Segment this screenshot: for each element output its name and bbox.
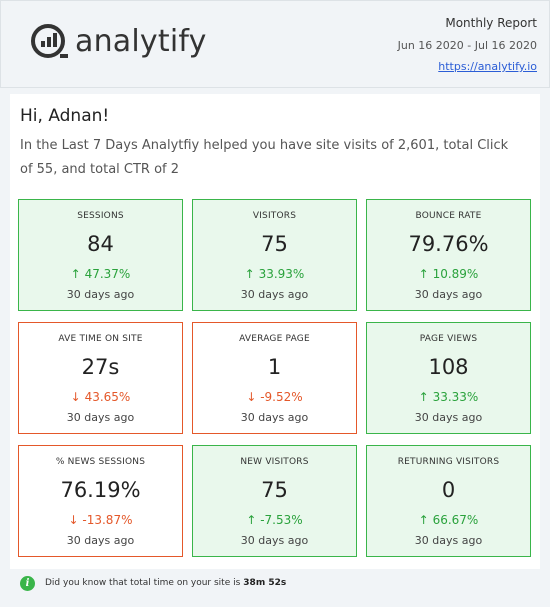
stat-value: 0 [441, 478, 456, 502]
stat-value: 1 [267, 355, 282, 379]
stat-period: 30 days ago [66, 534, 135, 547]
report-title: Monthly Report [445, 16, 537, 30]
footer-tip: i Did you know that total time on your s… [20, 575, 286, 591]
stat-period: 30 days ago [414, 534, 483, 547]
stat-card-new-visitors: NEW VISITORS 75 ↑ -7.53% 30 days ago [192, 445, 357, 557]
stat-label: VISITORS [252, 211, 297, 221]
stat-change: ↑ 10.89% [418, 267, 479, 281]
arrow-up-icon: ↑ [418, 267, 429, 281]
stat-period: 30 days ago [66, 288, 135, 301]
stat-change: ↓ 43.65% [70, 390, 131, 404]
stat-value: 108 [428, 355, 469, 379]
arrow-up-icon: ↑ [70, 267, 81, 281]
stat-card-ave-time-on-site: AVE TIME ON SITE 27s ↓ 43.65% 30 days ag… [18, 322, 183, 434]
stat-period: 30 days ago [66, 411, 135, 424]
stat-label: AVE TIME ON SITE [58, 334, 143, 344]
arrow-up-icon: ↑ [418, 390, 429, 404]
stat-change: ↑ 47.37% [70, 267, 131, 281]
stat-value: 75 [261, 478, 288, 502]
stat-label: NEW VISITORS [240, 457, 309, 467]
stat-label: RETURNING VISITORS [397, 457, 500, 467]
stat-period: 30 days ago [240, 288, 309, 301]
analytics-logo-icon [31, 24, 68, 58]
email-header: analytify Monthly Report Jun 16 2020 - J… [0, 0, 550, 88]
stat-card-page-views: PAGE VIEWS 108 ↑ 33.33% 30 days ago [366, 322, 531, 434]
stat-value: 27s [81, 355, 120, 379]
stat-value: 79.76% [408, 232, 489, 256]
stat-card-bounce-rate: BOUNCE RATE 79.76% ↑ 10.89% 30 days ago [366, 199, 531, 311]
arrow-up-icon: ↑ [244, 267, 255, 281]
stat-change: ↑ 33.33% [418, 390, 479, 404]
report-date-range: Jun 16 2020 - Jul 16 2020 [397, 39, 537, 52]
stat-period: 30 days ago [414, 288, 483, 301]
stat-label: % NEWS SESSIONS [55, 457, 146, 467]
stat-card-sessions: SESSIONS 84 ↑ 47.37% 30 days ago [18, 199, 183, 311]
stat-change: ↓ -13.87% [68, 513, 133, 527]
footer-time-value: 38m 52s [243, 578, 287, 588]
intro-text: In the Last 7 Days Analytfiy helped you … [20, 138, 509, 177]
report-panel: Hi, Adnan! In the Last 7 Days Analytfiy … [10, 94, 540, 569]
stat-change: ↑ 66.67% [418, 513, 479, 527]
stat-label: SESSIONS [77, 211, 124, 221]
info-icon: i [20, 575, 35, 591]
brand-name: analytify [75, 23, 207, 59]
stat-value: 76.19% [60, 478, 141, 502]
analytify-logo: analytify [31, 21, 207, 61]
stat-card-returning-visitors: RETURNING VISITORS 0 ↑ 66.67% 30 days ag… [366, 445, 531, 557]
stat-label: PAGE VIEWS [419, 334, 478, 344]
stat-period: 30 days ago [414, 411, 483, 424]
arrow-down-icon: ↓ [68, 513, 79, 527]
stat-change: ↑ 33.93% [244, 267, 305, 281]
stat-change: ↓ -9.52% [246, 390, 303, 404]
stat-label: AVERAGE PAGE [239, 334, 310, 344]
stat-period: 30 days ago [240, 534, 309, 547]
stat-label: BOUNCE RATE [415, 211, 482, 221]
stat-change: ↑ -7.53% [246, 513, 303, 527]
greeting: Hi, Adnan! [20, 106, 110, 126]
analytify-link[interactable]: https://analytify.io [438, 60, 537, 73]
arrow-up-icon: ↑ [418, 513, 429, 527]
stat-period: 30 days ago [240, 411, 309, 424]
stat-card-news-sessions: % NEWS SESSIONS 76.19% ↓ -13.87% 30 days… [18, 445, 183, 557]
stat-card-average-page: AVERAGE PAGE 1 ↓ -9.52% 30 days ago [192, 322, 357, 434]
arrow-down-icon: ↓ [70, 390, 81, 404]
footer-text: Did you know that total time on your sit… [45, 578, 241, 588]
stat-value: 75 [261, 232, 288, 256]
arrow-up-icon: ↑ [246, 513, 257, 527]
arrow-down-icon: ↓ [246, 390, 257, 404]
stat-card-visitors: VISITORS 75 ↑ 33.93% 30 days ago [192, 199, 357, 311]
stat-value: 84 [87, 232, 114, 256]
